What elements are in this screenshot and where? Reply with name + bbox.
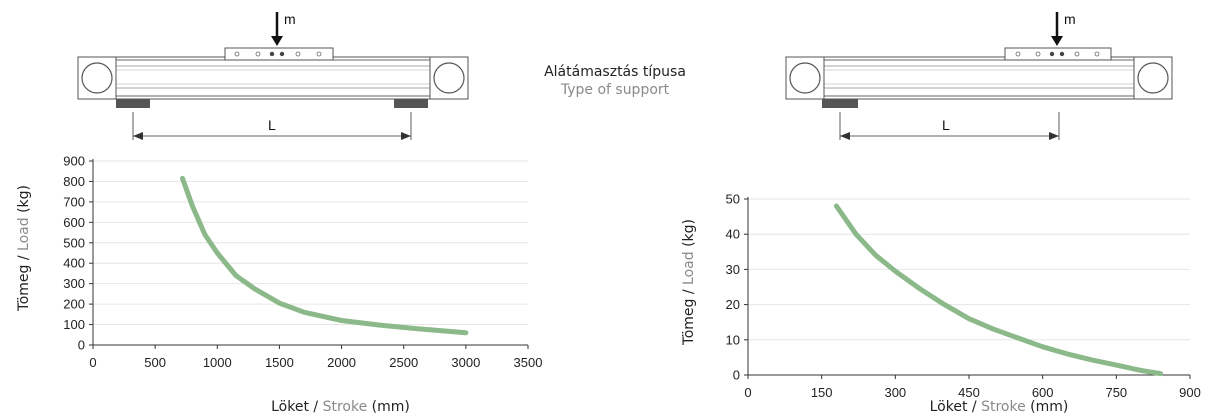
x-tick-label: 3500: [514, 355, 543, 370]
y-tick-label: 900: [63, 154, 85, 169]
y-axis-label-en: Load: [681, 251, 697, 285]
x-tick-label: 600: [1032, 385, 1054, 400]
x-axis-label-separator: /: [967, 399, 981, 415]
x-axis-label-hu: Löket: [271, 399, 309, 415]
actuator-diagram-right: m L: [786, 11, 1172, 140]
x-tick-label: 450: [958, 385, 980, 400]
load-symbol: m: [284, 11, 296, 27]
y-tick-label: 700: [63, 194, 85, 209]
y-tick-label: 10: [726, 332, 740, 347]
support-type-label: Alátámasztás típusa Type of support: [520, 63, 710, 99]
x-tick-label: 0: [744, 385, 751, 400]
x-tick-label: 2000: [327, 355, 356, 370]
y-axis-label: Tömeg / Load (kg): [681, 219, 697, 346]
x-tick-label: 3000: [451, 355, 480, 370]
y-tick-label: 20: [726, 297, 740, 312]
x-axis-label-en: Stroke: [323, 399, 368, 415]
x-axis-label-hu: Löket: [930, 399, 968, 415]
x-axis-label-unit: (mm): [1026, 399, 1069, 415]
length-symbol: L: [268, 117, 276, 133]
y-axis-label-unit: (kg): [681, 219, 697, 251]
x-axis-label: Löket / Stroke (mm): [271, 399, 410, 415]
x-tick-label: 1000: [203, 355, 232, 370]
y-tick-label: 200: [63, 297, 85, 312]
x-axis-label-en: Stroke: [981, 399, 1026, 415]
actuator-diagram-left: m L: [78, 11, 468, 140]
y-tick-label: 400: [63, 256, 85, 271]
support-block-left: [116, 99, 150, 108]
y-tick-label: 500: [63, 235, 85, 250]
load-symbol: m: [1064, 11, 1076, 27]
y-axis-label-separator: /: [681, 285, 697, 299]
x-tick-label: 1500: [265, 355, 294, 370]
y-tick-label: 0: [78, 338, 85, 353]
y-tick-label: 600: [63, 215, 85, 230]
y-tick-label: 30: [726, 262, 740, 277]
y-axis-label-hu: Tömeg: [681, 299, 697, 346]
y-axis-label-separator: /: [16, 251, 32, 265]
y-axis-label-unit: (kg): [16, 185, 32, 217]
x-tick-label: 0: [89, 355, 96, 370]
load-arrow-icon: [1051, 12, 1063, 46]
support-block-right: [394, 99, 428, 108]
y-tick-label: 40: [726, 227, 740, 242]
y-tick-label: 0: [733, 368, 740, 383]
support-block: [822, 99, 858, 108]
series-line: [836, 206, 1160, 374]
y-tick-label: 50: [726, 192, 740, 207]
length-symbol: L: [942, 117, 950, 133]
x-axis-label-unit: (mm): [367, 399, 410, 415]
load-arrow-icon: [271, 12, 283, 46]
x-tick-label: 500: [144, 355, 166, 370]
actuator-body: [78, 48, 468, 99]
load-stroke-chart-right: 0 10 20 30 40 50 0 150 300 450 600 750 900 Löket / St…: [681, 192, 1201, 416]
x-axis-label-separator: /: [309, 399, 323, 415]
x-axis-label: Löket / Stroke (mm): [930, 399, 1069, 415]
support-type-hu: Alátámasztás típusa: [520, 63, 710, 81]
support-type-en: Type of support: [520, 81, 710, 99]
y-axis-label: Tömeg / Load (kg): [16, 185, 32, 312]
y-tick-label: 100: [63, 317, 85, 332]
x-tick-label: 300: [884, 385, 906, 400]
y-axis-label-hu: Tömeg: [16, 265, 32, 312]
y-axis-label-en: Load: [16, 217, 32, 251]
x-tick-label: 750: [1105, 385, 1127, 400]
load-stroke-chart-left: 0 100 200 300 400 500 600 700 800 900 0 500 1000 1500…: [16, 154, 542, 416]
x-tick-label: 150: [811, 385, 833, 400]
x-tick-label: 900: [1179, 385, 1201, 400]
y-tick-label: 300: [63, 276, 85, 291]
x-tick-label: 2500: [389, 355, 418, 370]
actuator-body: [786, 48, 1172, 99]
y-tick-label: 800: [63, 174, 85, 189]
